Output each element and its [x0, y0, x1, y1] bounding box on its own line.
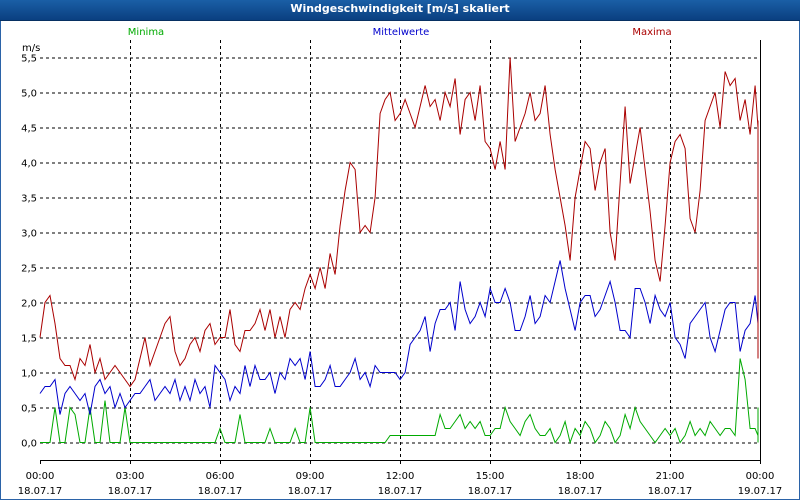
- x-tick-time: 06:00: [206, 471, 235, 482]
- x-tick-date: 18.07.17: [378, 486, 423, 497]
- legend-mittelwerte: Mittelwerte: [373, 27, 430, 38]
- x-tick-date: 19.07.17: [738, 486, 783, 497]
- x-tick-time: 00:00: [746, 471, 775, 482]
- x-tick-time: 09:00: [296, 471, 325, 482]
- x-tick-date: 18.07.17: [648, 486, 693, 497]
- y-axis-label: m/s: [22, 43, 40, 54]
- x-tick-date: 18.07.17: [18, 486, 63, 497]
- x-tick-date: 18.07.17: [288, 486, 333, 497]
- y-tick-labels: 0,0 0,5 1,0 1,5 2,0 2,5 3,0 3,5 4,0 4,5 5,0 5,5: [21, 54, 37, 450]
- x-tick-date: 18.07.17: [558, 486, 603, 497]
- x-tick-date: 18.07.17: [468, 486, 513, 497]
- y-tick-label: 3,5: [21, 194, 37, 205]
- series-line-maxima: [39, 57, 759, 388]
- x-tick-time: 00:00: [26, 471, 55, 482]
- legend-maxima: Maxima: [632, 27, 671, 38]
- window-title: Windgeschwindigkeit [m/s] skaliert: [290, 2, 510, 15]
- x-tick-time: 15:00: [476, 471, 505, 482]
- y-tick-label: 5,0: [21, 89, 37, 100]
- y-tick-label: 4,5: [21, 124, 37, 135]
- x-tick-date: 18.07.17: [108, 486, 153, 497]
- y-tick-label: 1,5: [21, 334, 37, 345]
- y-tick-label: 5,5: [21, 54, 37, 65]
- x-tick-time: 12:00: [386, 471, 415, 482]
- y-tick-label: 1,0: [21, 369, 37, 380]
- x-tick-time: 21:00: [656, 471, 685, 482]
- x-tick-labels: 00:00 18.07.17 03:00 18.07.17 06:00 18.07.17 0…: [18, 460, 783, 497]
- x-tick-time: 03:00: [116, 471, 145, 482]
- legend-minima: Minima: [128, 27, 164, 38]
- series-line-mittelwerte: [39, 225, 759, 415]
- x-tick-date: 18.07.17: [198, 486, 243, 497]
- x-tick-time: 18:00: [566, 471, 595, 482]
- y-tick-label: 2,5: [21, 264, 37, 275]
- data-series: [39, 57, 759, 445]
- y-tick-label: 4,0: [21, 159, 37, 170]
- grid-lines: [40, 40, 760, 460]
- y-tick-label: 2,0: [21, 299, 37, 310]
- y-tick-label: 3,0: [21, 229, 37, 240]
- y-tick-label: 0,5: [21, 404, 37, 415]
- y-tick-label: 0,0: [21, 439, 37, 450]
- title-bar: Windgeschwindigkeit [m/s] skaliert: [0, 0, 800, 21]
- series-line-minima: [40, 358, 759, 445]
